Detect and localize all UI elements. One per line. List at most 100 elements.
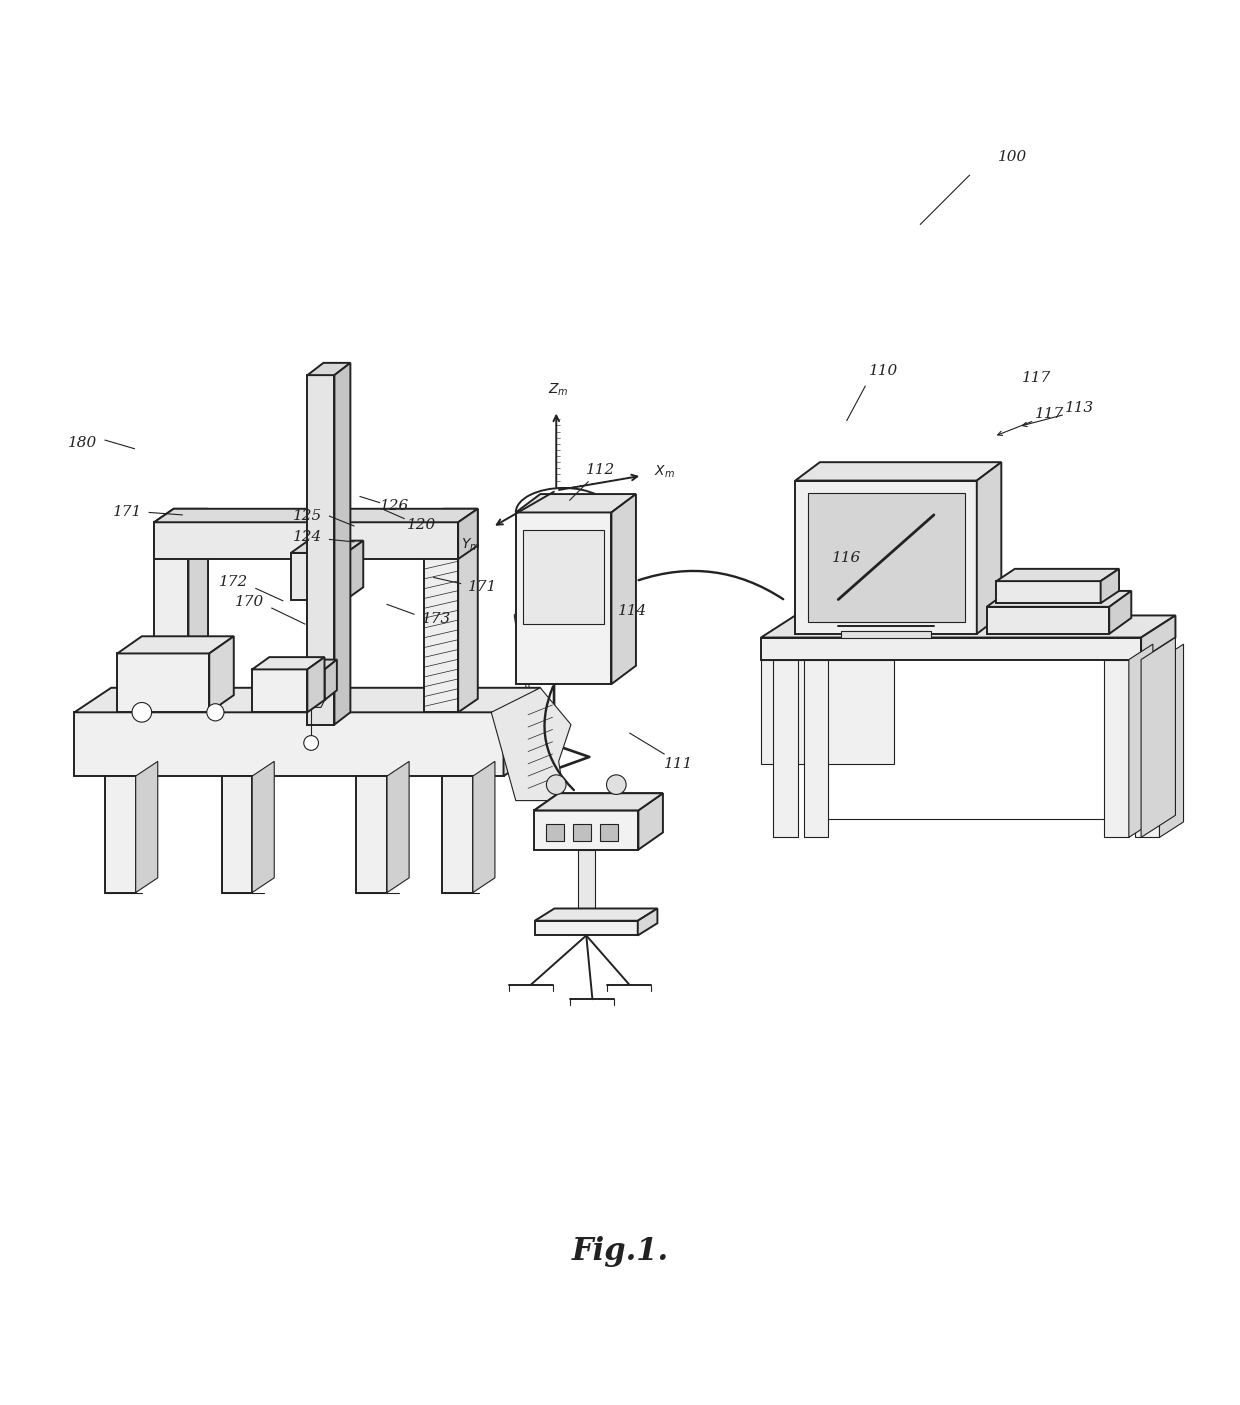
Bar (774, 659, 797, 837)
Text: 110: 110 (869, 364, 898, 378)
Polygon shape (74, 688, 541, 712)
Polygon shape (291, 541, 363, 554)
Text: 124: 124 (293, 530, 322, 544)
Polygon shape (118, 636, 234, 653)
Polygon shape (135, 762, 157, 892)
Polygon shape (252, 658, 325, 669)
Text: 126: 126 (379, 499, 409, 513)
Polygon shape (795, 462, 1002, 481)
Text: 120: 120 (407, 517, 436, 531)
Bar (547, 823, 564, 842)
Text: 180: 180 (68, 436, 98, 450)
Bar (308, 375, 335, 725)
Polygon shape (997, 569, 1118, 582)
Polygon shape (516, 495, 636, 513)
Bar (154, 523, 458, 559)
Bar (600, 823, 618, 842)
Text: 117: 117 (1034, 407, 1064, 422)
Bar (74, 712, 503, 776)
Polygon shape (424, 509, 477, 523)
Text: 125: 125 (293, 509, 322, 523)
Bar (795, 481, 977, 634)
Text: $Y_m$: $Y_m$ (461, 537, 480, 554)
Text: 112: 112 (585, 462, 615, 476)
Bar (356, 776, 387, 892)
Text: 113: 113 (1065, 402, 1095, 416)
Bar (1135, 659, 1159, 837)
Bar (154, 523, 188, 712)
Bar (222, 776, 252, 892)
Polygon shape (325, 659, 337, 700)
Polygon shape (503, 688, 541, 776)
Polygon shape (534, 794, 663, 811)
Bar (534, 811, 639, 850)
Bar (761, 638, 1141, 659)
Polygon shape (308, 362, 351, 375)
Polygon shape (534, 909, 657, 920)
Bar (804, 659, 828, 837)
Polygon shape (154, 509, 208, 523)
Circle shape (207, 704, 224, 721)
Bar (987, 607, 1110, 634)
Polygon shape (637, 909, 657, 936)
Polygon shape (1141, 615, 1176, 659)
Bar (578, 850, 595, 917)
Polygon shape (534, 794, 663, 811)
Polygon shape (639, 794, 663, 850)
Polygon shape (977, 462, 1002, 634)
Bar (424, 523, 458, 712)
Polygon shape (1128, 643, 1153, 837)
Polygon shape (1141, 638, 1176, 837)
Polygon shape (308, 658, 325, 712)
Text: Fig.1.: Fig.1. (572, 1236, 668, 1267)
Circle shape (606, 774, 626, 794)
Polygon shape (458, 509, 477, 712)
Polygon shape (458, 509, 477, 559)
Text: $X_m$: $X_m$ (655, 464, 676, 481)
Bar (516, 513, 611, 684)
Polygon shape (472, 762, 495, 892)
Bar (841, 631, 931, 638)
Polygon shape (387, 762, 409, 892)
Polygon shape (1110, 592, 1131, 634)
Circle shape (547, 774, 565, 794)
Bar (291, 554, 346, 600)
Polygon shape (210, 636, 234, 712)
Circle shape (304, 736, 319, 750)
Bar (105, 776, 135, 892)
Polygon shape (154, 509, 477, 523)
Text: 172: 172 (219, 575, 248, 589)
Text: 111: 111 (665, 757, 693, 771)
Bar (443, 776, 472, 892)
Polygon shape (296, 698, 326, 707)
Text: 114: 114 (618, 604, 647, 618)
Text: $Z_m$: $Z_m$ (548, 382, 569, 399)
Text: 100: 100 (998, 150, 1027, 164)
Bar (1105, 659, 1128, 837)
Polygon shape (1159, 643, 1183, 837)
Polygon shape (611, 495, 636, 684)
Text: 170: 170 (236, 594, 264, 608)
Bar (997, 582, 1101, 603)
Polygon shape (491, 688, 570, 801)
Polygon shape (761, 615, 1176, 638)
Bar (523, 530, 604, 624)
Polygon shape (346, 541, 363, 600)
Text: 173: 173 (422, 613, 450, 627)
Circle shape (131, 702, 151, 722)
Text: 171: 171 (113, 506, 141, 520)
Polygon shape (252, 762, 274, 892)
Bar (807, 493, 965, 621)
Bar (252, 669, 308, 712)
Polygon shape (335, 362, 351, 725)
Bar (298, 669, 325, 700)
Text: 117: 117 (1022, 371, 1052, 385)
Polygon shape (1101, 569, 1118, 603)
Bar (118, 653, 210, 712)
Bar (761, 659, 894, 764)
Polygon shape (987, 592, 1131, 607)
Text: 171: 171 (467, 580, 497, 594)
Text: 116: 116 (832, 551, 862, 565)
Bar (534, 920, 637, 936)
Bar (573, 823, 590, 842)
